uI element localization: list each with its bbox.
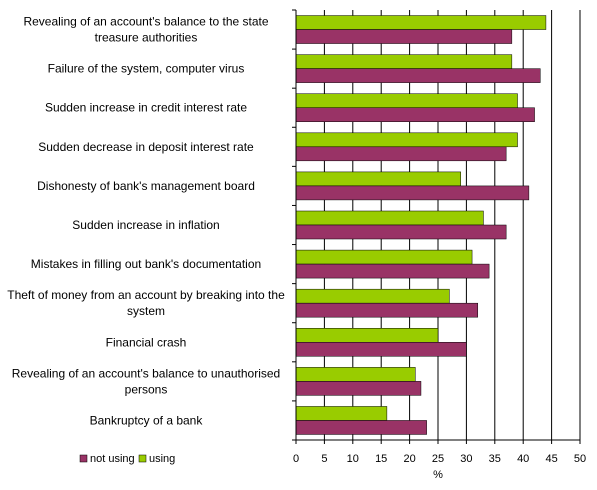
bar-using [295,54,513,69]
bar-not-using [295,224,507,240]
category-label: Sudden increase in inflation [72,218,219,232]
bar-using [295,367,416,382]
bar-using [295,210,484,226]
legend-swatch-not-using [79,454,88,463]
category-label: Revealing of an account's balance to una… [12,366,280,380]
bar-using [295,93,518,108]
x-tick-label: 15 [375,453,387,465]
x-tick-labels: 0 5 10 15 20 25 30 35 40 45 50 [293,453,586,465]
x-tick-label: 40 [517,453,529,465]
category-label: Failure of the system, computer virus [48,62,245,76]
x-tick-label: 10 [347,453,359,465]
bar-not-using [295,68,541,83]
category-label: Sudden increase in credit interest rate [45,101,247,115]
category-label: system [127,304,165,318]
category-label: treasure authorities [95,31,198,45]
category-label: Financial crash [106,335,187,349]
legend-label-not-using: not using [90,453,135,465]
bar-using [295,15,547,30]
legend-label-using: using [149,453,175,465]
bar-not-using [295,29,513,44]
bar-using [295,288,450,304]
bar-not-using [295,185,530,201]
x-axis-label: % [433,469,443,481]
x-tick-label: 45 [545,453,557,465]
bar-using [295,328,439,343]
bar-not-using [295,342,467,357]
bar-using [295,132,518,148]
x-tick-label: 0 [293,453,299,465]
category-label: Bankruptcy of a bank [90,413,204,427]
x-tick-label: 35 [489,453,501,465]
x-tick-label: 20 [403,453,415,465]
axes [292,9,581,444]
bar-using [295,249,473,265]
x-tick-label: 5 [321,453,327,465]
category-label: Theft of money from an account by breaki… [7,288,285,302]
bar-not-using [295,420,427,435]
bars [295,15,547,435]
x-tick-label: 30 [460,453,472,465]
bar-not-using [295,381,422,396]
bar-not-using [295,302,479,318]
x-tick-label: 50 [574,453,586,465]
category-label: Sudden decrease in deposit interest rate [38,140,254,154]
bar-not-using [295,107,535,122]
bar-using [295,406,388,421]
category-label: Revealing of an account's balance to the… [23,15,268,29]
bar-not-using [295,146,507,162]
legend: not using using [79,453,175,465]
legend-swatch-using [138,454,147,463]
bar-using [295,171,461,187]
x-tick-label: 25 [432,453,444,465]
category-labels: Revealing of an account's balance to the… [7,15,285,428]
category-label: Dishonesty of bank's management board [37,179,255,193]
category-label: Mistakes in filling out bank's documenta… [31,257,261,271]
category-label: persons [125,382,168,396]
bar-not-using [295,263,490,279]
